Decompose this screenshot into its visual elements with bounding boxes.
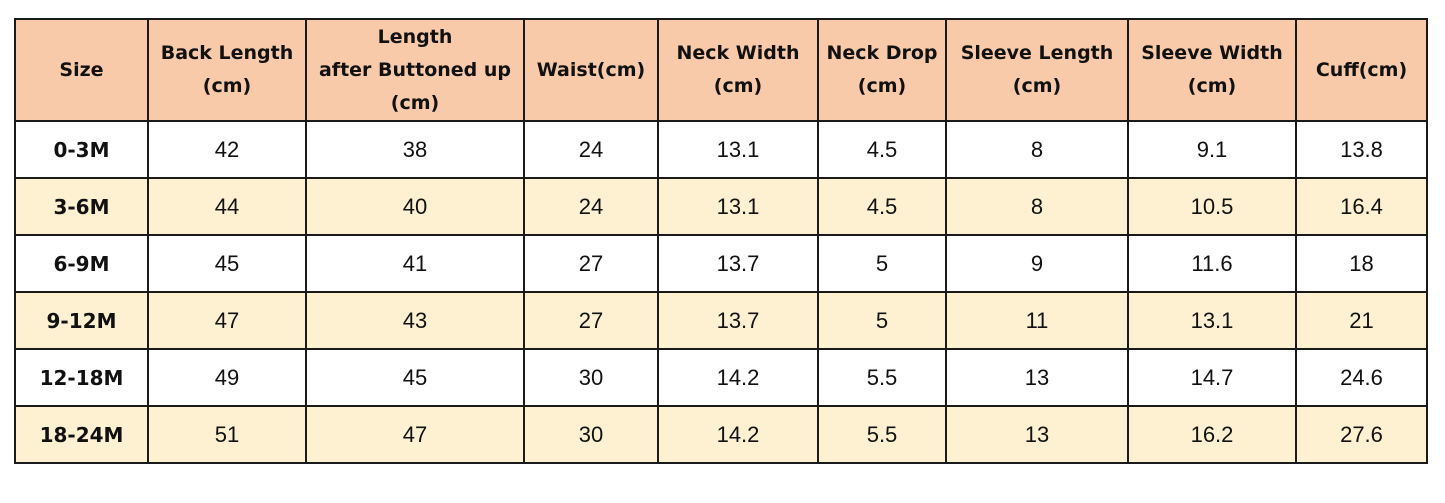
- value-cell: 14.7: [1127, 348, 1297, 407]
- value-cell: 13.7: [657, 291, 819, 350]
- value-cell: 45: [305, 348, 525, 407]
- size-cell: 9-12M: [14, 291, 149, 350]
- header-cell: Cuff(cm): [1295, 18, 1428, 122]
- header-cell: Back Length (cm): [147, 18, 307, 122]
- size-cell: 12-18M: [14, 348, 149, 407]
- header-cell: Neck Width (cm): [657, 18, 819, 122]
- table-row: 18-24M 51 47 30 14.2 5.5 13 16.2 27.6: [14, 405, 1428, 464]
- value-cell: 13.1: [657, 120, 819, 179]
- value-cell: 24: [523, 177, 659, 236]
- value-cell: 13.1: [657, 177, 819, 236]
- header-row: Size Back Length (cm) Length after Buttone…: [14, 18, 1428, 122]
- value-cell: 27.6: [1295, 405, 1428, 464]
- table-row: 3-6M 44 40 24 13.1 4.5 8 10.5 16.4: [14, 177, 1428, 236]
- value-cell: 13.7: [657, 234, 819, 293]
- value-cell: 5: [817, 234, 947, 293]
- value-cell: 5.5: [817, 405, 947, 464]
- table-row: 6-9M 45 41 27 13.7 5 9 11.6 18: [14, 234, 1428, 293]
- value-cell: 14.2: [657, 405, 819, 464]
- value-cell: 4.5: [817, 177, 947, 236]
- value-cell: 27: [523, 234, 659, 293]
- value-cell: 13.1: [1127, 291, 1297, 350]
- size-cell: 3-6M: [14, 177, 149, 236]
- header-cell: Waist(cm): [523, 18, 659, 122]
- value-cell: 30: [523, 348, 659, 407]
- header-cell: Length after Buttoned up (cm): [305, 18, 525, 122]
- value-cell: 30: [523, 405, 659, 464]
- table-head: Size Back Length (cm) Length after Buttone…: [14, 18, 1428, 122]
- value-cell: 9.1: [1127, 120, 1297, 179]
- value-cell: 8: [945, 120, 1129, 179]
- size-cell: 0-3M: [14, 120, 149, 179]
- size-cell: 6-9M: [14, 234, 149, 293]
- value-cell: 47: [147, 291, 307, 350]
- value-cell: 8: [945, 177, 1129, 236]
- value-cell: 24.6: [1295, 348, 1428, 407]
- value-cell: 44: [147, 177, 307, 236]
- value-cell: 49: [147, 348, 307, 407]
- table-row: 12-18M 49 45 30 14.2 5.5 13 14.7 24.6: [14, 348, 1428, 407]
- value-cell: 41: [305, 234, 525, 293]
- value-cell: 11: [945, 291, 1129, 350]
- value-cell: 42: [147, 120, 307, 179]
- value-cell: 40: [305, 177, 525, 236]
- header-cell: Sleeve Width (cm): [1127, 18, 1297, 122]
- table-row: 0-3M 42 38 24 13.1 4.5 8 9.1 13.8: [14, 120, 1428, 179]
- value-cell: 16.4: [1295, 177, 1428, 236]
- table-body: 0-3M 42 38 24 13.1 4.5 8 9.1 13.8 3-6M 44 40 24 13.1 4…: [14, 120, 1428, 464]
- value-cell: 14.2: [657, 348, 819, 407]
- value-cell: 43: [305, 291, 525, 350]
- value-cell: 24: [523, 120, 659, 179]
- value-cell: 13: [945, 405, 1129, 464]
- value-cell: 21: [1295, 291, 1428, 350]
- value-cell: 27: [523, 291, 659, 350]
- size-table: Size Back Length (cm) Length after Buttone…: [14, 18, 1428, 464]
- value-cell: 51: [147, 405, 307, 464]
- value-cell: 16.2: [1127, 405, 1297, 464]
- value-cell: 10.5: [1127, 177, 1297, 236]
- table-row: 9-12M 47 43 27 13.7 5 11 13.1 21: [14, 291, 1428, 350]
- value-cell: 45: [147, 234, 307, 293]
- value-cell: 5.5: [817, 348, 947, 407]
- value-cell: 9: [945, 234, 1129, 293]
- value-cell: 18: [1295, 234, 1428, 293]
- size-cell: 18-24M: [14, 405, 149, 464]
- value-cell: 38: [305, 120, 525, 179]
- value-cell: 47: [305, 405, 525, 464]
- header-cell: Size: [14, 18, 149, 122]
- header-cell: Neck Drop (cm): [817, 18, 947, 122]
- value-cell: 5: [817, 291, 947, 350]
- value-cell: 13.8: [1295, 120, 1428, 179]
- value-cell: 11.6: [1127, 234, 1297, 293]
- value-cell: 4.5: [817, 120, 947, 179]
- header-cell: Sleeve Length (cm): [945, 18, 1129, 122]
- value-cell: 13: [945, 348, 1129, 407]
